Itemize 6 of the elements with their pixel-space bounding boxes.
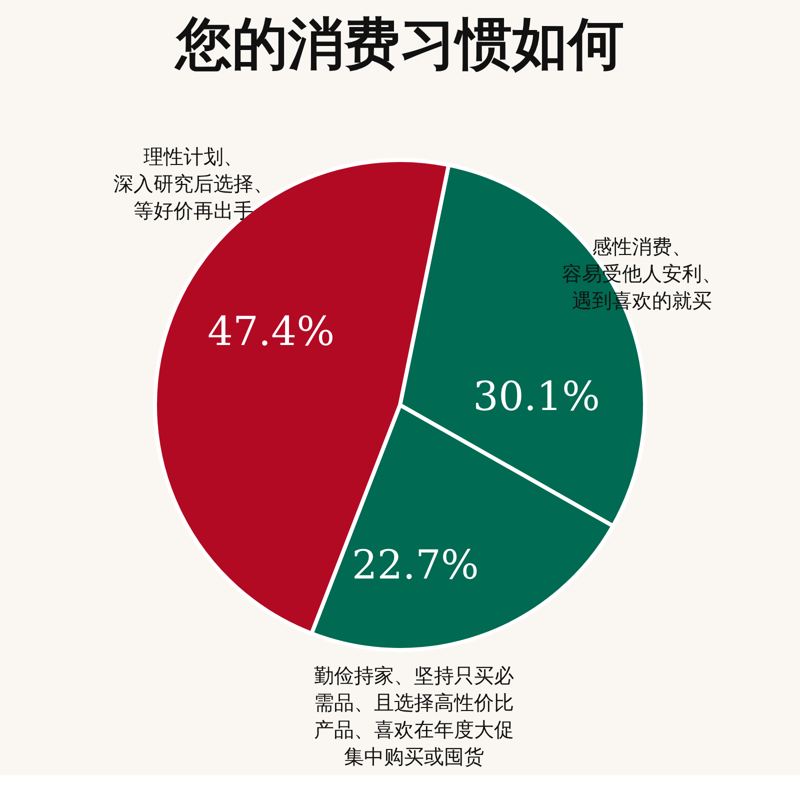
- slice-label: 勤俭持家、坚持只买必需品、且选择高性价比产品、喜欢在年度大促集中购买或囤货: [314, 664, 514, 769]
- slice-label: 理性计划、深入研究后选择、等好价再出手: [114, 144, 274, 223]
- data-label: 22.7%: [352, 542, 479, 588]
- data-label: 47.4%: [207, 308, 335, 355]
- data-label: 30.1%: [472, 374, 600, 420]
- chart-title: 您的消费习惯如何: [174, 12, 624, 77]
